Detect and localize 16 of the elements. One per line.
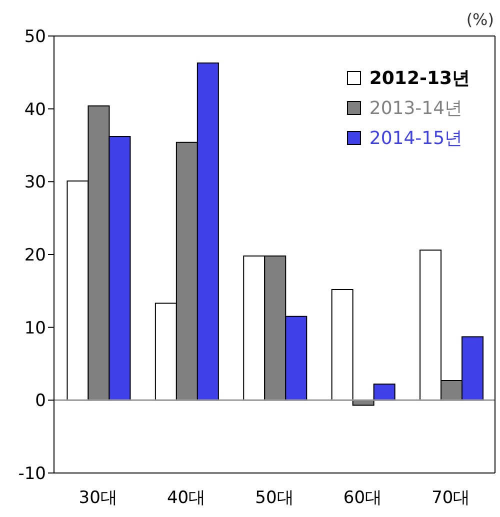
y-tick-label: 20 (24, 246, 46, 266)
legend-label: 2012-13년 (369, 67, 470, 90)
y-tick-label: 40 (24, 100, 46, 120)
legend-label: 2013-14년 (369, 97, 463, 120)
y-tick-label: -10 (18, 464, 46, 484)
text: (%) (466, 10, 494, 29)
x-tick-label: 70대 (432, 488, 470, 508)
y-tick-label: 0 (35, 391, 46, 412)
legend-label: 2014-15년 (369, 127, 463, 150)
y-tick-label: 30 (24, 172, 46, 193)
y-tick-label: 50 (24, 27, 46, 48)
x-tick-label: 40대 (166, 488, 206, 508)
x-tick-label: 60대 (343, 488, 382, 508)
x-tick-label: 50대 (255, 488, 294, 508)
x-tick-label: 30대 (78, 488, 118, 508)
y-tick-label: 10 (24, 318, 46, 338)
